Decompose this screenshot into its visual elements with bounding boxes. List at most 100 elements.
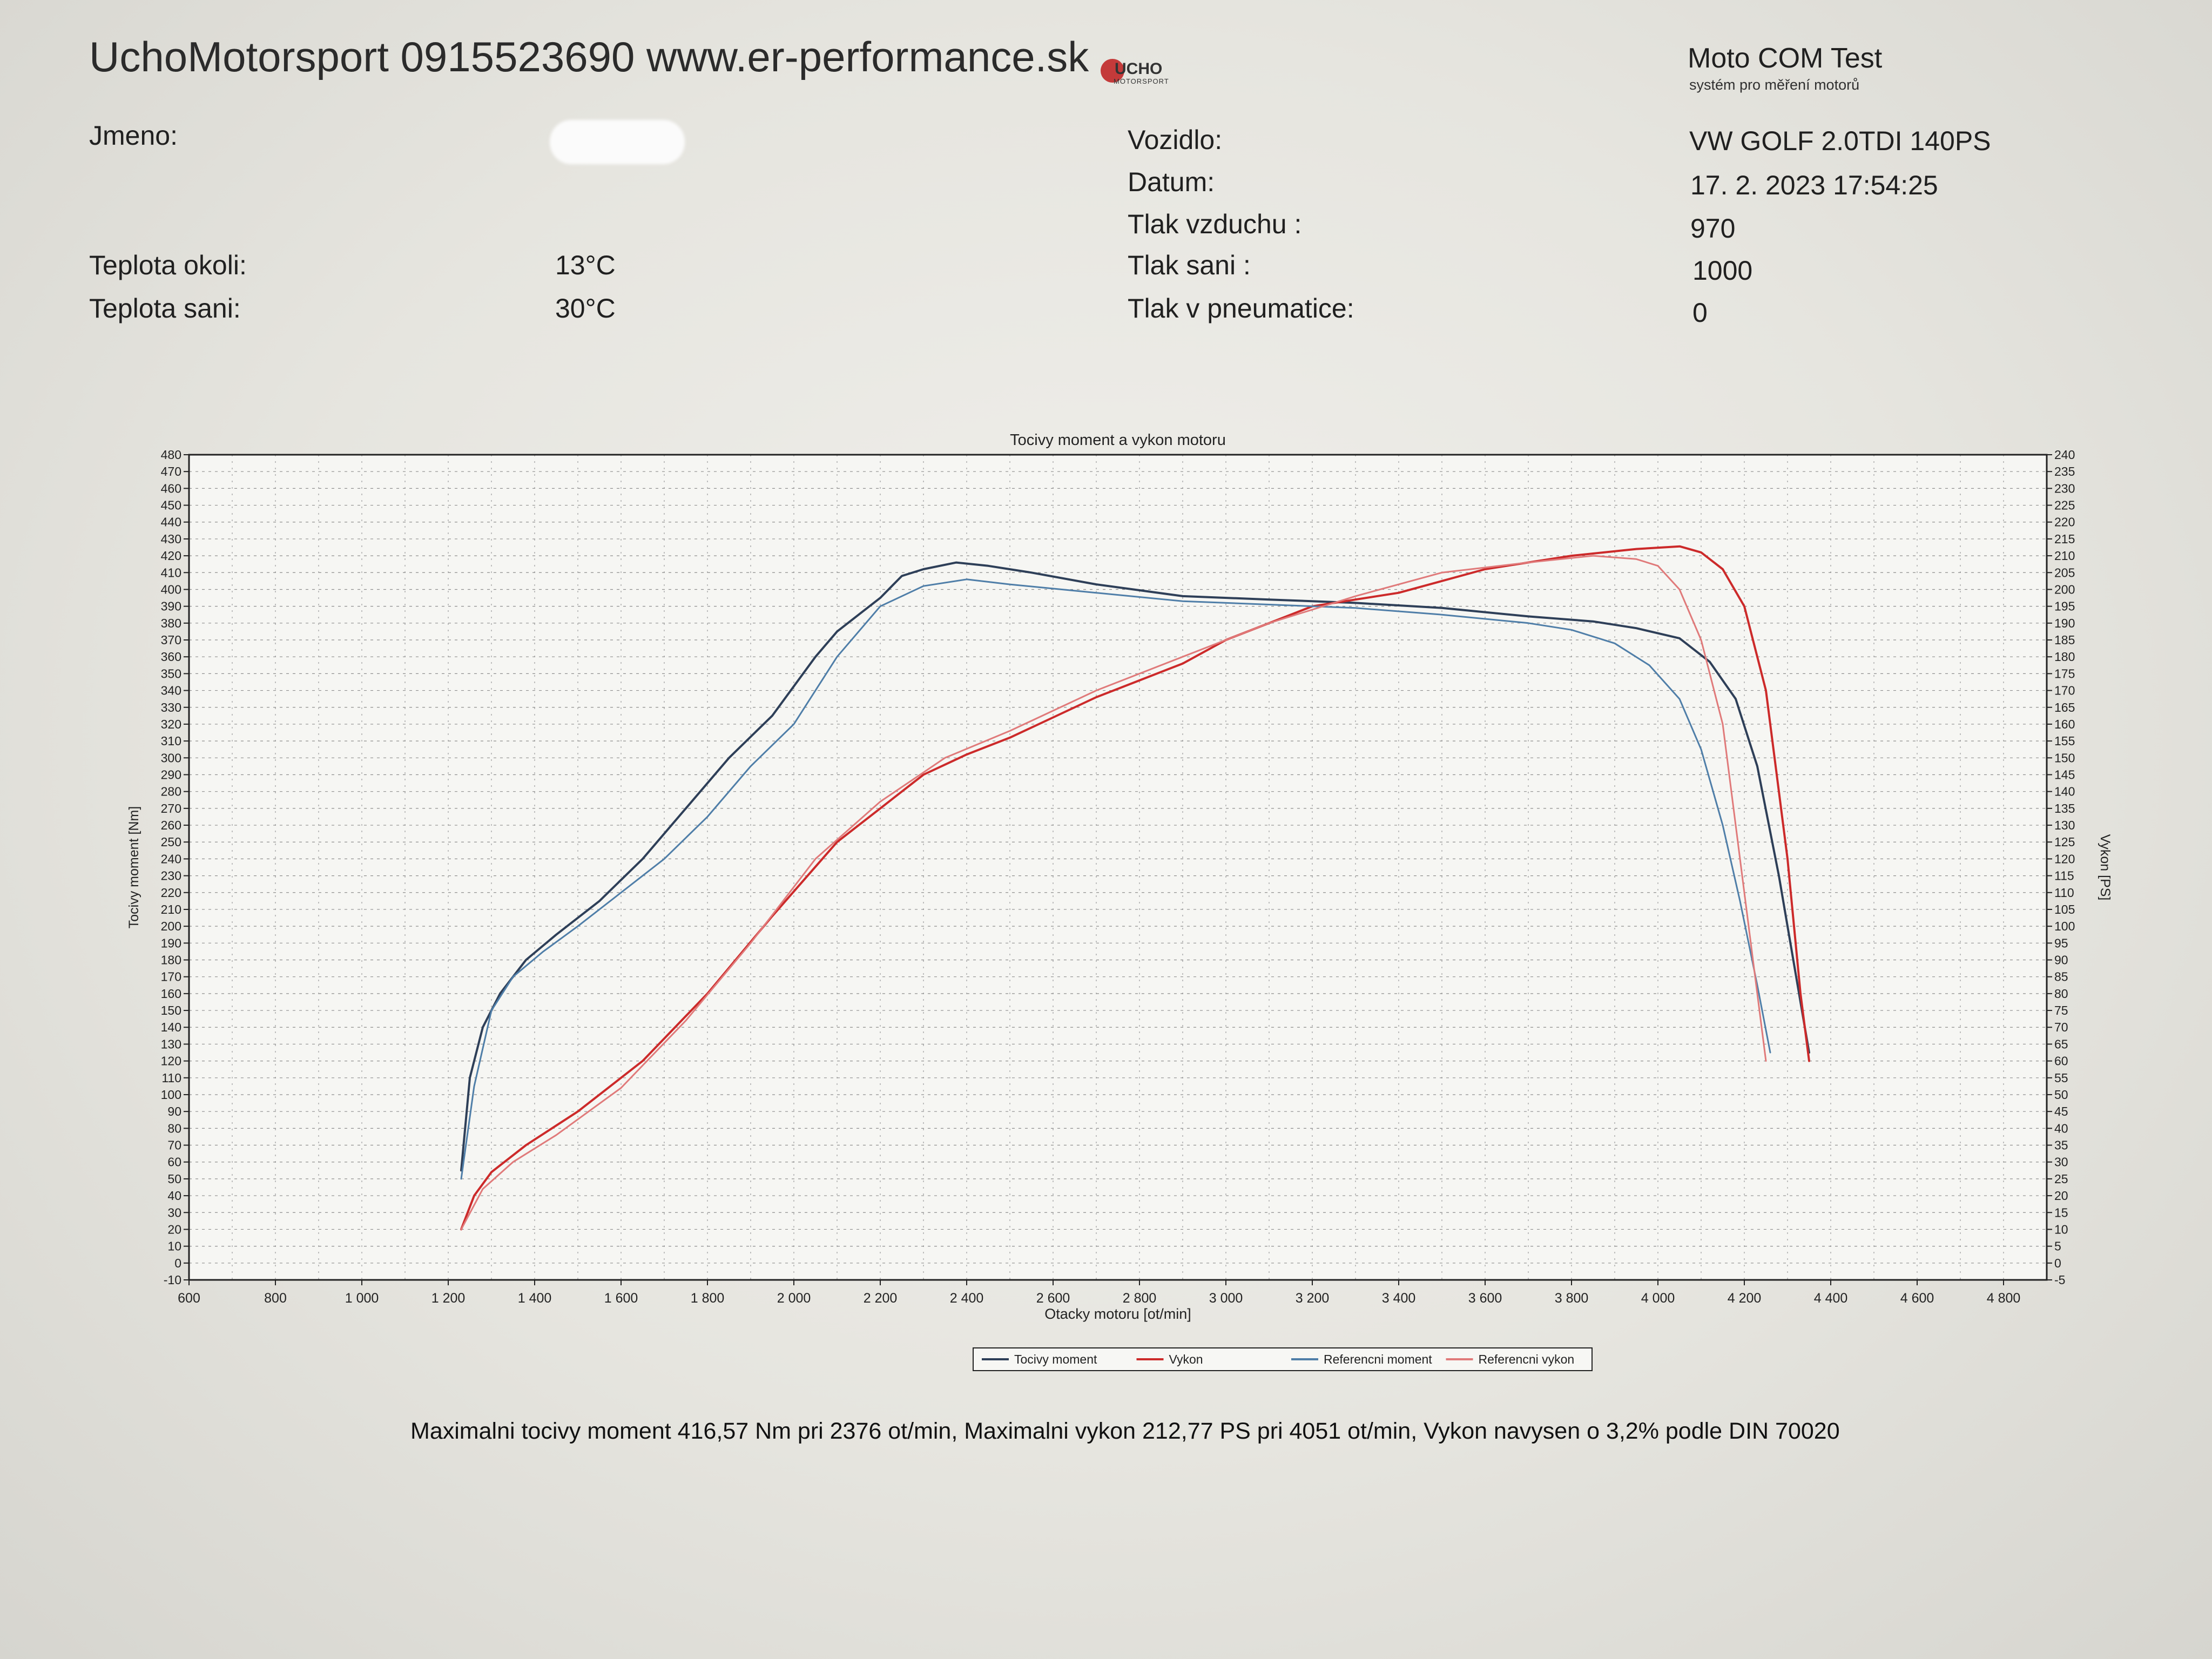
y2-tick-label: 210: [2054, 549, 2075, 563]
y-tick-label: 410: [161, 565, 181, 579]
field-value-teplota-okoli: 13°C: [555, 250, 616, 280]
y2-tick-label: 45: [2054, 1104, 2068, 1118]
x-tick-label: 3 400: [1382, 1291, 1416, 1306]
chart-grid: [188, 454, 2047, 1280]
legend-label: Vykon: [1169, 1352, 1203, 1366]
y-tick-label: 380: [161, 616, 181, 630]
field-label-jmeno: Jmeno:: [89, 120, 178, 151]
x-tick-label: 4 400: [1814, 1291, 1848, 1306]
y-tick-label: 470: [161, 464, 181, 478]
x-tick-label: 3 000: [1209, 1291, 1243, 1306]
y2-tick-label: 85: [2054, 970, 2068, 984]
y-tick-label: 90: [167, 1104, 181, 1118]
x-tick-label: 2 400: [950, 1291, 984, 1306]
y-tick-label: 80: [167, 1121, 181, 1135]
field-value-datum: 17. 2. 2023 17:54:25: [1690, 170, 1938, 200]
y2-tick-label: 200: [2054, 582, 2075, 596]
y2-tick-label: 0: [2054, 1256, 2061, 1270]
y-tick-label: 330: [161, 700, 181, 714]
y-tick-label: 0: [174, 1256, 181, 1270]
y2-tick-label: 235: [2054, 464, 2075, 478]
x-tick-label: 4 600: [1900, 1291, 1934, 1306]
plot-frame: [188, 454, 2048, 1281]
y-tick-label: 420: [161, 549, 181, 563]
y2-tick-label: 185: [2054, 633, 2075, 647]
y-tick-label: 60: [167, 1155, 181, 1169]
y-tick-label: 290: [161, 767, 181, 781]
y-tick-label: 20: [167, 1222, 181, 1236]
x-axis-ticks: 600 800 1 000 1 200 1 400 1 600 1 800 2 000 2 20…: [178, 1280, 2020, 1306]
y2-tick-label: 220: [2054, 515, 2075, 529]
y2-tick-label: 165: [2054, 700, 2075, 714]
report-title: UchoMotorsport 0915523690 www.er-perform…: [89, 33, 1089, 80]
y2-tick-label: 125: [2054, 835, 2075, 849]
y-tick-label: 440: [161, 515, 181, 529]
x-tick-label: 800: [264, 1291, 287, 1306]
y2-tick-label: 80: [2054, 987, 2068, 1001]
y2-tick-label: 195: [2054, 599, 2075, 613]
field-value-vozidlo: VW GOLF 2.0TDI 140PS: [1689, 126, 1991, 156]
y-tick-label: 100: [161, 1088, 181, 1102]
x-tick-label: 4 200: [1728, 1291, 1762, 1306]
logo-subtext: MOTORSPORT: [1114, 77, 1169, 85]
y2-tick-label: 105: [2054, 902, 2075, 916]
y2-axis-ticks: -5 0 5 10 15 20 25 30 35 40 45 50 55 60 65 70 75 80 85 90 95…: [2047, 448, 2075, 1287]
x-tick-label: 2 800: [1123, 1291, 1157, 1306]
y2-tick-label: 110: [2054, 886, 2074, 900]
y2-tick-label: 95: [2054, 936, 2068, 950]
y-tick-label: 50: [167, 1172, 181, 1186]
field-label-tlak-v-pneumatice: Tlak v pneumatice:: [1128, 293, 1354, 323]
field-value-tlak-sani: 1000: [1692, 255, 1753, 286]
y2-tick-label: 5: [2054, 1239, 2061, 1253]
y-tick-label: 450: [161, 498, 181, 512]
y-tick-label: 460: [161, 481, 181, 495]
y2-tick-label: 20: [2054, 1189, 2068, 1203]
x-tick-label: 600: [178, 1291, 200, 1306]
y-tick-label: 10: [167, 1239, 181, 1253]
field-value-teplota-sani: 30°C: [555, 293, 616, 323]
y2-tick-label: 140: [2054, 785, 2075, 799]
field-value-tlak-v-pneumatice: 0: [1692, 298, 1708, 328]
field-label-tlak-sani: Tlak sani :: [1128, 250, 1251, 280]
y2-tick-label: 160: [2054, 717, 2075, 731]
y-tick-label: 160: [161, 987, 181, 1001]
series-line-4: [460, 555, 1767, 1230]
brand-subtitle: systém pro měření motorů: [1689, 77, 1860, 93]
y2-tick-label: 115: [2054, 869, 2074, 883]
x-tick-label: 2 200: [864, 1291, 898, 1306]
field-label-teplota-sani: Teplota sani:: [89, 293, 241, 323]
y-tick-label: 170: [161, 970, 181, 984]
y2-tick-label: -5: [2054, 1273, 2065, 1287]
field-label-teplota-okoli: Teplota okoli:: [89, 250, 247, 280]
summary-footer: Maximalni tocivy moment 416,57 Nm pri 23…: [410, 1418, 1840, 1444]
y-tick-label: 140: [161, 1020, 181, 1034]
y-tick-label: 310: [161, 734, 181, 748]
brand-name: Moto COM Test: [1688, 43, 1883, 74]
field-value-tlak-vzduchu: 970: [1690, 213, 1736, 244]
y2-tick-label: 25: [2054, 1172, 2068, 1186]
y2-tick-label: 40: [2054, 1121, 2068, 1135]
y-axis-label: Tocivy moment [Nm]: [126, 806, 141, 928]
x-tick-label: 2 600: [1036, 1291, 1070, 1306]
y-tick-label: -10: [164, 1273, 181, 1287]
x-tick-label: 4 800: [1987, 1291, 2021, 1306]
y-tick-label: 360: [161, 650, 181, 664]
field-label-vozidlo: Vozidlo:: [1128, 125, 1223, 155]
x-tick-label: 1 600: [604, 1291, 638, 1306]
series-line-3: [460, 578, 1771, 1180]
y2-tick-label: 35: [2054, 1138, 2068, 1152]
y-tick-label: 390: [161, 599, 181, 613]
y-tick-label: 230: [161, 869, 181, 883]
logo-text: UCHO: [1115, 60, 1163, 78]
y-tick-label: 30: [167, 1205, 181, 1219]
legend-label: Referencni vykon: [1479, 1352, 1575, 1366]
x-tick-label: 1 000: [345, 1291, 379, 1306]
y-tick-label: 120: [161, 1054, 181, 1068]
x-tick-label: 2 000: [777, 1291, 811, 1306]
y-tick-label: 210: [161, 902, 181, 916]
y-tick-label: 270: [161, 801, 181, 815]
y-tick-label: 150: [161, 1003, 181, 1017]
legend-label: Tocivy moment: [1014, 1352, 1097, 1366]
redacted-name-blur: [550, 120, 685, 164]
